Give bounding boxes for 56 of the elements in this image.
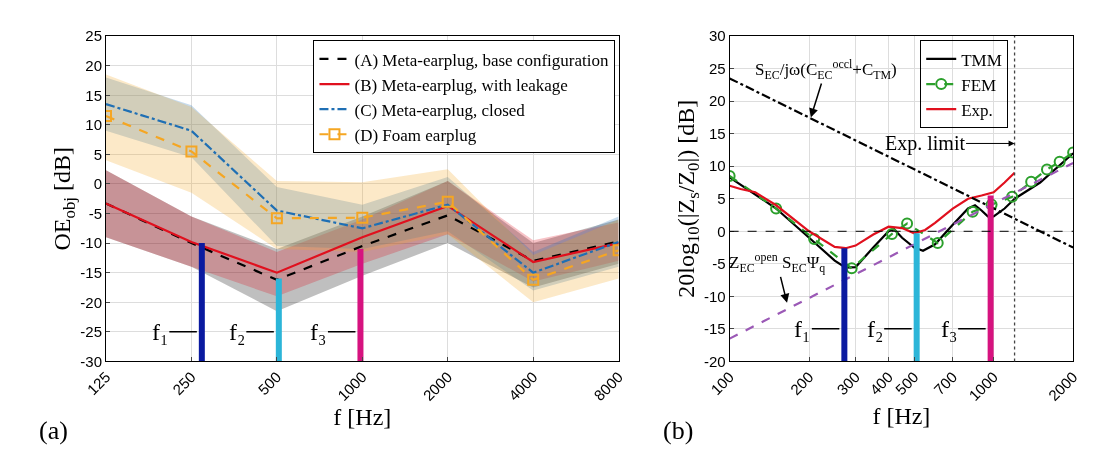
y-tick-label: -20 (703, 352, 726, 370)
y-tick-label: -10 (80, 234, 102, 252)
point (185, 145, 198, 158)
annotation: f₃ (310, 319, 327, 345)
y-tick-label: 30 (708, 27, 726, 45)
text: (a) (39, 416, 68, 445)
y-tick-label: -15 (80, 263, 102, 281)
x-tick-label: 500 (254, 368, 285, 399)
annotation: f₂ (229, 319, 246, 345)
legend-label: (B) Meta-earplug, with leakage (354, 75, 568, 95)
x-tick-label: 250 (169, 368, 199, 399)
y-tick-label: -5 (88, 204, 102, 222)
y-tick-label: -20 (80, 293, 102, 311)
y-tick-label: -10 (703, 287, 726, 305)
y-tick-label: 5 (717, 190, 726, 208)
y-tick-label: 15 (85, 86, 102, 104)
x-tick-label: 300 (833, 368, 864, 399)
x-axis-title: f [Hz] (872, 403, 931, 430)
x-tick-label: 200 (786, 368, 817, 399)
x-tick-label: 125 (83, 368, 114, 399)
legend-label: FEM (961, 75, 997, 95)
y-tick-label: -25 (80, 323, 102, 341)
y-tick-label: 15 (708, 124, 726, 142)
legend-label: Exp. (961, 100, 993, 120)
annotation: f₁ (152, 319, 169, 345)
y-tick-label: -30 (80, 352, 102, 370)
y-tick-label: 0 (93, 175, 102, 193)
point (356, 211, 369, 224)
legend-label: TMM (961, 50, 1002, 70)
x-axis-title: f [Hz] (333, 403, 392, 430)
x-tick-label: 700 (930, 368, 961, 399)
legend-label: (A) Meta-earplug, base configuration (354, 50, 609, 70)
y-tick-label: 5 (93, 145, 102, 163)
y-tick-label: 20 (708, 92, 726, 110)
y-tick-label: 25 (708, 59, 726, 77)
x-tick-label: 100 (707, 368, 738, 399)
y-tick-label: -5 (712, 255, 726, 273)
x-tick-label: 500 (891, 368, 922, 399)
annotation: S$_{EC}$/jω(C$_{EC}$$^{occl}$+C$_{TM}$) (755, 57, 897, 82)
y-tick-label: 10 (85, 116, 102, 134)
y-tick-label: 20 (85, 56, 102, 74)
y-tick-label: 10 (708, 157, 726, 175)
y-tick-label: 25 (85, 27, 102, 45)
y-tick-label: 0 (717, 222, 726, 240)
point (270, 212, 283, 225)
legend-label: (D) Foam earplug (354, 125, 477, 145)
ref-line-label: Exp. limit (885, 132, 966, 155)
text: (b) (663, 416, 694, 445)
y-tick-label: -15 (703, 320, 726, 338)
legend-label: (C) Meta-earplug, closed (354, 100, 526, 120)
annotation: f₁ (794, 316, 811, 342)
annotation: Z$_{EC}$$^{open}$ S$_{EC}$Ψ$_{q}$ (729, 250, 826, 275)
annotation: f₃ (941, 316, 958, 342)
point (441, 195, 454, 208)
annotation: f₂ (867, 316, 884, 342)
point (527, 273, 540, 286)
